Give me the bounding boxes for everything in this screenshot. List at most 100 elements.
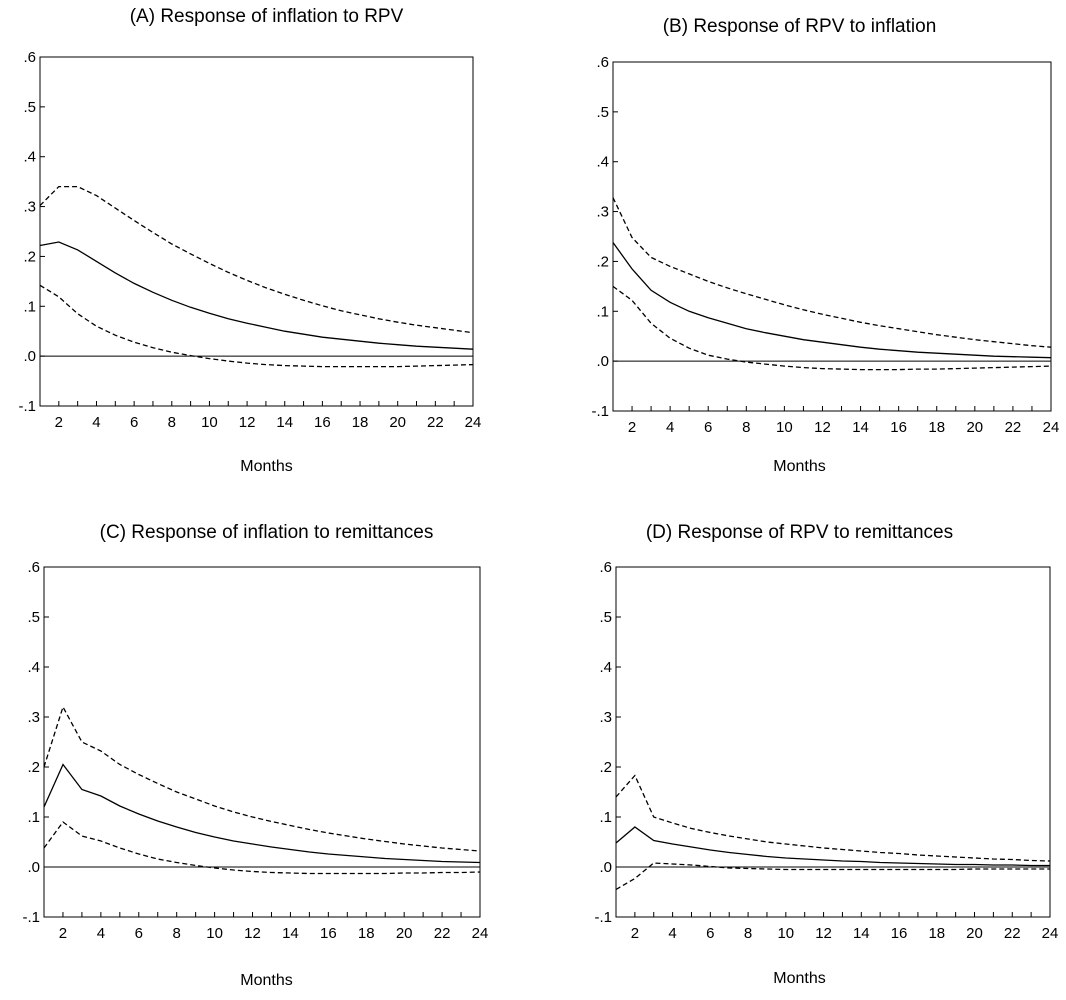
y-tick-label: .0 bbox=[596, 353, 609, 370]
x-tick-label: 22 bbox=[427, 414, 444, 431]
y-tick-label: .1 bbox=[596, 303, 609, 320]
confidence-band-line bbox=[615, 774, 1051, 862]
x-axis-label: Months bbox=[240, 972, 293, 989]
y-tick-label: .6 bbox=[596, 54, 609, 71]
x-tick-label: 18 bbox=[358, 925, 375, 942]
plot-frame bbox=[39, 56, 474, 407]
impulse-response-line bbox=[615, 826, 1050, 867]
x-tick-label: 14 bbox=[852, 419, 869, 436]
x-tick-label: 14 bbox=[276, 414, 293, 431]
chart-panel-d: (D) Response of RPV to remittances .6 .5.… bbox=[533, 500, 1066, 1000]
x-tick-label: 16 bbox=[314, 414, 331, 431]
x-tick-label: 4 bbox=[97, 925, 105, 942]
y-tick-label: .2 bbox=[27, 759, 40, 776]
chart-panel-c: (C) Response of inflation to remittances… bbox=[0, 500, 533, 1000]
y-tick-label: .2 bbox=[596, 253, 609, 270]
x-tick-label: 8 bbox=[744, 925, 752, 942]
x-tick-label: 8 bbox=[173, 925, 181, 942]
y-tick-label: .6 bbox=[23, 49, 36, 66]
x-tick-label: 10 bbox=[201, 414, 218, 431]
x-tick-label: 6 bbox=[130, 414, 138, 431]
y-tick-label: .3 bbox=[599, 709, 612, 726]
y-tick-label: .5 bbox=[599, 609, 612, 626]
x-tick-label: 18 bbox=[928, 925, 945, 942]
y-tick-label: .1 bbox=[27, 809, 40, 826]
plot-frame bbox=[615, 566, 1051, 918]
x-axis-label: Months bbox=[773, 458, 826, 475]
x-tick-label: 22 bbox=[1005, 419, 1022, 436]
chart-svg: .6.5.4.3.2.1.0-.12 4 6 8 10 12 14 16 18 20 22 24 bbox=[22, 559, 489, 942]
x-tick-label: 22 bbox=[434, 925, 451, 942]
y-tick-label: .4 bbox=[596, 154, 609, 171]
x-tick-label: 18 bbox=[928, 419, 945, 436]
confidence-band-line bbox=[43, 821, 481, 875]
confidence-band-line bbox=[43, 705, 481, 852]
y-tick-label: -.1 bbox=[18, 398, 36, 415]
plot-frame bbox=[612, 61, 1052, 412]
x-tick-label: 8 bbox=[168, 414, 176, 431]
y-tick-label: -.1 bbox=[591, 403, 609, 420]
chart-svg: .6.5.4.3.2.1.0-.12 4 6 8 10 12 14 16 18 20 22 24 bbox=[18, 49, 482, 431]
chart-panel-a: (A) Response of inflation to RPV .6 .5 .4.… bbox=[0, 0, 533, 500]
x-tick-label: 16 bbox=[890, 419, 907, 436]
y-tick-label: -.1 bbox=[22, 909, 40, 926]
impulse-response-line bbox=[39, 241, 474, 350]
y-tick-label: .3 bbox=[23, 199, 36, 216]
x-tick-label: 4 bbox=[92, 414, 100, 431]
x-tick-label: 10 bbox=[777, 925, 794, 942]
x-tick-label: 12 bbox=[244, 925, 261, 942]
y-tick-label: .4 bbox=[599, 659, 612, 676]
x-tick-label: 10 bbox=[776, 419, 793, 436]
y-tick-label: .4 bbox=[23, 149, 36, 166]
x-tick-label: 12 bbox=[815, 925, 832, 942]
chart-title: (B) Response of RPV to inflation bbox=[662, 16, 937, 37]
x-tick-label: 24 bbox=[1043, 419, 1060, 436]
y-tick-label: .2 bbox=[599, 759, 612, 776]
chart-svg: .6.5.4.3.2.1.0-.12 4 6 8 10 12 14 16 18 20 22 24 bbox=[591, 54, 1060, 436]
y-tick-label: .3 bbox=[27, 709, 40, 726]
x-tick-label: 24 bbox=[472, 925, 489, 942]
impulse-response-line bbox=[612, 242, 1052, 359]
y-tick-label: .3 bbox=[596, 204, 609, 221]
x-tick-label: 4 bbox=[668, 925, 676, 942]
x-tick-label: 8 bbox=[742, 419, 750, 436]
x-axis-label: Months bbox=[773, 970, 826, 987]
y-tick-label: .4 bbox=[27, 659, 40, 676]
x-tick-label: 18 bbox=[352, 414, 369, 431]
x-tick-label: 12 bbox=[814, 419, 831, 436]
x-axis-label: Months bbox=[240, 458, 293, 475]
impulse-response-line bbox=[43, 763, 481, 864]
x-tick-label: 6 bbox=[135, 925, 143, 942]
y-tick-label: .5 bbox=[23, 99, 36, 116]
x-tick-label: 16 bbox=[891, 925, 908, 942]
x-tick-label: 14 bbox=[853, 925, 870, 942]
y-tick-label: .2 bbox=[23, 248, 36, 265]
y-tick-label: .1 bbox=[23, 298, 36, 315]
plot-frame bbox=[43, 566, 481, 918]
x-tick-label: 6 bbox=[704, 419, 712, 436]
x-tick-label: 24 bbox=[1042, 925, 1059, 942]
x-tick-label: 2 bbox=[59, 925, 67, 942]
y-tick-label: -.1 bbox=[594, 909, 612, 926]
x-tick-label: 24 bbox=[465, 414, 482, 431]
y-tick-label: .0 bbox=[23, 348, 36, 365]
chart-title: (A) Response of inflation to RPV bbox=[129, 6, 404, 27]
chart-panel-b: (B) Response of RPV to inflation .6 .5 .4.… bbox=[533, 0, 1066, 500]
confidence-band-line bbox=[615, 862, 1050, 891]
x-tick-label: 2 bbox=[631, 925, 639, 942]
x-tick-label: 4 bbox=[666, 419, 674, 436]
confidence-band-line bbox=[612, 197, 1052, 348]
y-tick-label: .0 bbox=[27, 859, 40, 876]
x-tick-label: 20 bbox=[396, 925, 413, 942]
x-tick-label: 20 bbox=[966, 925, 983, 942]
x-tick-label: 2 bbox=[55, 414, 63, 431]
confidence-band-line bbox=[39, 284, 474, 368]
y-tick-label: .5 bbox=[596, 104, 609, 121]
chart-title: (C) Response of inflation to remittances bbox=[99, 522, 434, 543]
confidence-band-line bbox=[39, 185, 474, 334]
x-tick-label: 14 bbox=[282, 925, 299, 942]
chart-svg: .6.5.4.3.2.1.0-.12 4 6 8 10 12 14 16 18 20 22 24 bbox=[594, 559, 1059, 942]
x-tick-label: 12 bbox=[239, 414, 256, 431]
chart-title: (D) Response of RPV to remittances bbox=[645, 522, 954, 543]
confidence-band-line bbox=[612, 285, 1052, 371]
